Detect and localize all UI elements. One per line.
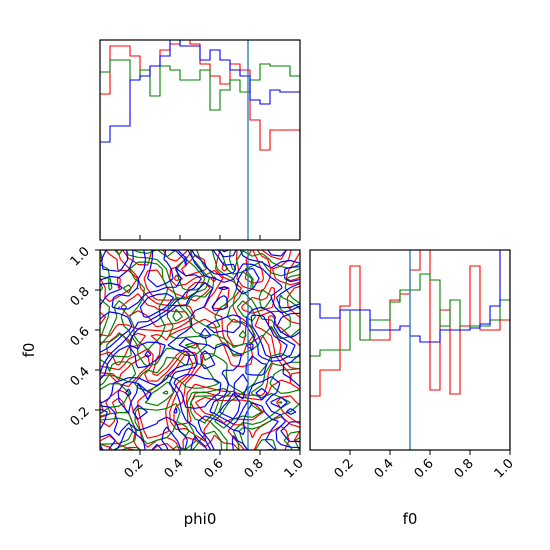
phi0-histogram-frame <box>99 39 301 241</box>
f0-hist-xtick-label-0: 0.2 <box>332 456 357 481</box>
contour-series-1-level-2 <box>100 250 300 450</box>
joint-xtick-label-4: 1.0 <box>282 456 307 481</box>
phi0-hist-series-2 <box>100 40 300 240</box>
joint-xtick-label-2: 0.6 <box>202 456 227 481</box>
x-axis-label-phi0: phi0 <box>184 510 217 528</box>
f0-hist-xtick-label-2: 0.6 <box>412 456 437 481</box>
f0-hist-xtick-label-3: 0.8 <box>452 456 477 481</box>
x-axis-label-f0: f0 <box>403 510 418 528</box>
joint-ytick-label-2: 0.6 <box>68 324 93 349</box>
joint-contour-frame <box>99 249 301 451</box>
joint-xtick-label-3: 0.8 <box>242 456 267 481</box>
f0-hist-series-0 <box>310 250 510 450</box>
joint-ytick-label-4: 1.0 <box>68 244 93 269</box>
joint-xtick-label-1: 0.4 <box>162 456 187 481</box>
f0-hist-xtick-label-1: 0.4 <box>372 456 397 481</box>
f0-hist-series-2 <box>310 250 510 450</box>
joint-xtick-label-0: 0.2 <box>122 456 147 481</box>
f0-hist-xtick-label-4: 1.0 <box>492 456 517 481</box>
phi0-hist-series-0 <box>100 40 300 240</box>
y-axis-label-f0: f0 <box>20 343 38 358</box>
f0-histogram-frame <box>309 249 511 451</box>
joint-contour-panel: 0.2 0.4 0.6 0.8 1.0 0.2 0.4 0.6 0.8 1.0 <box>68 244 307 481</box>
joint-ytick-label-1: 0.4 <box>68 364 93 389</box>
joint-ytick-label-0: 0.2 <box>68 404 93 429</box>
contour-series-2-level-2 <box>100 250 300 450</box>
phi0-histogram-panel <box>99 39 301 241</box>
f0-histogram-panel: 0.2 0.4 0.6 0.8 1.0 <box>309 249 517 481</box>
joint-ytick-label-3: 0.8 <box>68 284 93 309</box>
